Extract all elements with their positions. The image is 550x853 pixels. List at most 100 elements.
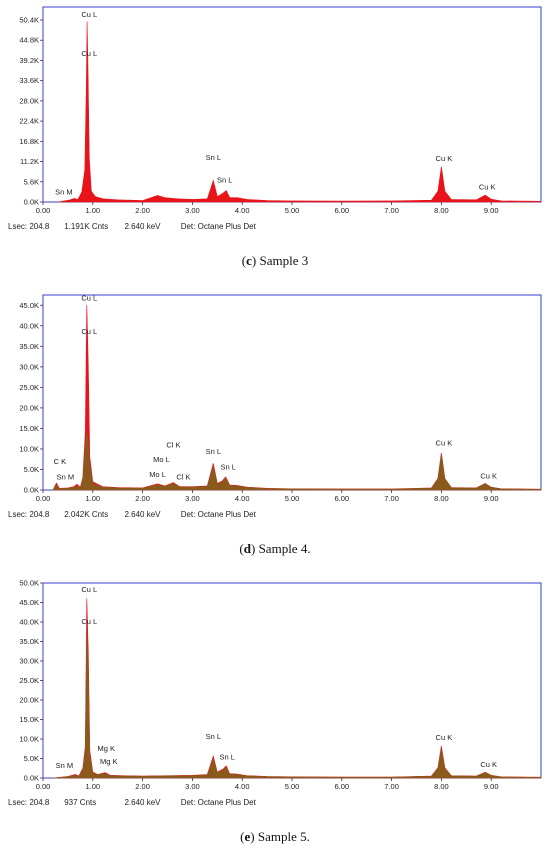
peak-label: Cu L xyxy=(81,49,97,58)
peak-label: Cl K xyxy=(176,472,190,481)
spectrum-footer: Lsec: 204.8 2.042K Cnts 2.640 keV Det: O… xyxy=(8,510,256,519)
x-tick-label: 1.00 xyxy=(85,206,100,215)
caption-open: ( xyxy=(241,253,247,268)
x-tick-label: 4.00 xyxy=(235,494,250,503)
peak-label: Sn L xyxy=(217,176,232,185)
peak-label: Cu K xyxy=(436,733,453,742)
y-tick-label: 39.2K xyxy=(19,56,39,65)
x-tick-label: 5.00 xyxy=(285,494,300,503)
x-tick-label: 5.00 xyxy=(285,206,300,215)
footer-counts: 937 Cnts xyxy=(64,798,97,807)
x-tick-label: 8.00 xyxy=(434,494,449,503)
y-tick-label: 30.0K xyxy=(19,362,39,371)
peak-label: Cu L xyxy=(81,293,97,302)
x-tick-label: 1.00 xyxy=(85,782,100,791)
footer-kev: 2.640 keV xyxy=(124,510,161,519)
peak-label: Cu K xyxy=(479,183,496,192)
y-tick-label: 28.0K xyxy=(19,96,39,105)
caption-text: Sample 5. xyxy=(257,829,310,844)
x-tick-label: 3.00 xyxy=(185,494,200,503)
x-tick-label: 9.00 xyxy=(484,206,499,215)
y-tick-label: 22.4K xyxy=(19,117,39,126)
plot-frame xyxy=(42,6,542,203)
spectrum-series-reference xyxy=(52,432,542,491)
peak-label: Mg K xyxy=(97,744,115,753)
x-tick-label: 6.00 xyxy=(334,782,349,791)
x-tick-label: 7.00 xyxy=(384,206,399,215)
y-tick-label: 11.2K xyxy=(20,157,39,166)
footer-detector: Det: Octane Plus Det xyxy=(180,798,256,807)
peak-label: Sn M xyxy=(57,472,75,481)
spectrum-panel-c: 0.00 1.00 2.00 3.00 4.00 5.00 6.00 7.00 8.00 9.00… xyxy=(0,0,550,280)
y-tick-label: 50.4K xyxy=(19,16,39,25)
peak-label: Sn M xyxy=(56,761,74,770)
y-tick-label: 40.0K xyxy=(19,618,39,627)
peak-label: C K xyxy=(54,457,67,466)
caption-open: ( xyxy=(239,541,244,556)
x-tick-label: 0.00 xyxy=(36,494,51,503)
spectrum-series-reference xyxy=(52,625,542,779)
y-tick-label: 15.0K xyxy=(19,424,39,433)
footer-kev: 2.640 keV xyxy=(124,798,161,807)
peak-label: Mg K xyxy=(100,757,118,766)
x-tick-label: 2.00 xyxy=(135,782,150,791)
peak-label: Sn L xyxy=(206,447,221,456)
peak-label: Sn L xyxy=(206,732,221,741)
y-tick-label: 20.0K xyxy=(19,696,39,705)
footer-detector: Det: Octane Plus Det xyxy=(180,222,256,231)
caption-e: (e) Sample 5. xyxy=(0,829,550,845)
peak-label: Cu K xyxy=(480,472,497,481)
x-tick-label: 3.00 xyxy=(185,206,200,215)
footer-lsec: Lsec: 204.8 xyxy=(8,798,50,807)
footer-counts: 1.191K Cnts xyxy=(64,222,109,231)
peak-label: Mo L xyxy=(153,455,170,464)
peak-label: Cu L xyxy=(81,585,97,594)
peak-label: Sn M xyxy=(55,187,73,196)
spectrum-footer: Lsec: 204.8 1.191K Cnts 2.640 keV Det: O… xyxy=(8,222,256,231)
y-tick-label: 20.0K xyxy=(19,403,39,412)
y-tick-label: 5.0K xyxy=(24,754,39,763)
y-tick-label: 40.0K xyxy=(19,321,39,330)
peak-label: Sn L xyxy=(221,462,236,471)
x-tick-label: 9.00 xyxy=(484,782,499,791)
spectrum-series-spectrum xyxy=(57,21,542,203)
x-tick-label: 6.00 xyxy=(334,494,349,503)
caption-d: (d) Sample 4. xyxy=(0,541,550,557)
y-tick-label: 25.0K xyxy=(19,676,39,685)
caption-close: ) xyxy=(250,829,258,844)
x-tick-label: 6.00 xyxy=(334,206,349,215)
x-tick-label: 3.00 xyxy=(185,782,200,791)
x-tick-label: 5.00 xyxy=(285,782,300,791)
caption-close: ) xyxy=(250,541,259,556)
caption-close: ) xyxy=(251,253,260,268)
peak-label: Cu L xyxy=(81,617,97,626)
caption-letter: e xyxy=(244,829,251,844)
peak-label: Cu L xyxy=(81,10,97,19)
x-tick-label: 4.00 xyxy=(235,206,250,215)
y-tick-label: 0.0K xyxy=(24,774,39,783)
y-tick-label: 44.8K xyxy=(19,36,39,45)
peak-label: Mo L xyxy=(149,470,166,479)
y-tick-label: 50.0K xyxy=(19,579,39,588)
y-tick-label: 33.6K xyxy=(19,76,39,85)
spectrum-panel-d: 0.00 1.00 2.00 3.00 4.00 5.00 6.00 7.00 8.00 9.00… xyxy=(0,288,550,568)
y-tick-label: 35.0K xyxy=(19,342,39,351)
y-tick-label: 35.0K xyxy=(19,637,39,646)
x-tick-label: 2.00 xyxy=(135,206,150,215)
footer-lsec: Lsec: 204.8 xyxy=(8,510,50,519)
y-tick-label: 10.0K xyxy=(19,735,39,744)
spectrum-footer: Lsec: 204.8 937 Cnts 2.640 keV Det: Octa… xyxy=(8,798,256,807)
x-tick-label: 8.00 xyxy=(434,206,449,215)
footer-kev: 2.640 keV xyxy=(124,222,161,231)
caption-letter: c xyxy=(246,253,252,268)
peak-label: Sn L xyxy=(220,752,235,761)
peak-label: Cu K xyxy=(480,760,497,769)
footer-lsec: Lsec: 204.8 xyxy=(8,222,50,231)
y-tick-label: 15.0K xyxy=(19,715,39,724)
spectrum-panel-e: 0.00 1.00 2.00 3.00 4.00 5.00 6.00 7.00 8.00 9.00… xyxy=(0,576,550,853)
x-tick-label: 9.00 xyxy=(484,494,499,503)
peak-label: Sn L xyxy=(206,153,221,162)
x-tick-label: 0.00 xyxy=(36,782,51,791)
caption-letter: d xyxy=(243,541,251,556)
peak-label: Cl K xyxy=(166,441,180,450)
